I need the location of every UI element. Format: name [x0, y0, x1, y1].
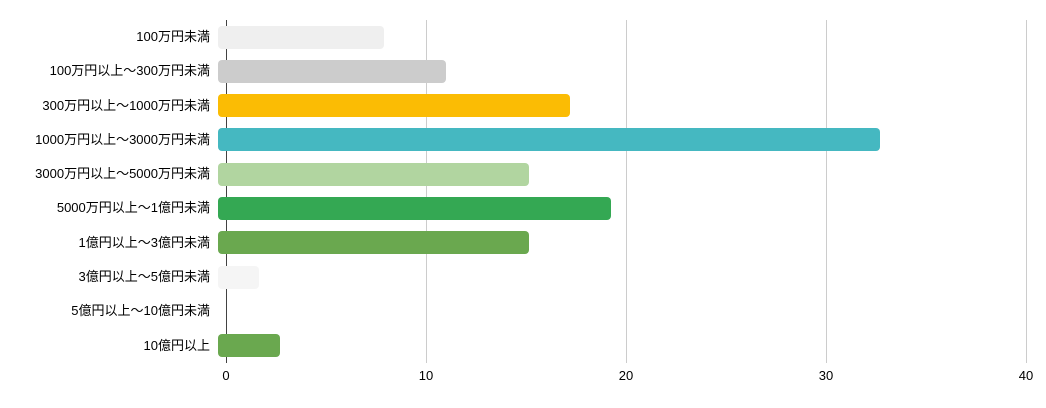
gridline: [826, 20, 827, 363]
bar-track: [218, 157, 1046, 191]
gridline: [426, 20, 427, 363]
bar-track: [218, 260, 1046, 294]
category-label: 100万円未満: [136, 29, 210, 44]
gridline: [626, 20, 627, 363]
category-label: 1億円以上～3億円未満: [78, 234, 210, 250]
bar: [218, 59, 446, 83]
category-label: 100万円以上～300万円未満: [49, 63, 210, 79]
chart-row: 5億円以上～10億円未満: [0, 294, 1046, 328]
bar: [218, 162, 529, 186]
bar-track: [218, 54, 1046, 88]
category-label: 10億円以上: [143, 337, 210, 353]
category-label: 5億円以上～10億円未満: [71, 303, 210, 319]
chart-rows: 100万円未満 100万円以上～300万円未満 300万円以上～1000万円未満 10…: [0, 20, 1046, 363]
category-label: 5000万円以上～1億円未満: [56, 200, 210, 216]
bar-track: [218, 329, 1046, 363]
category-label: 3000万円以上～5000万円未満: [35, 166, 210, 182]
bar: [218, 94, 570, 118]
chart-row: 100万円未満: [0, 20, 1046, 54]
category-label: 300万円以上～1000万円未満: [42, 97, 210, 113]
bar-track: [218, 20, 1046, 54]
category-label: 3億円以上～5億円未満: [78, 269, 210, 285]
gridlines-layer: [226, 20, 1027, 363]
x-axis: 0 10 20 30 40: [222, 368, 1033, 388]
bar: [218, 25, 384, 49]
bar: [218, 196, 612, 220]
chart-row: 1000万円以上～3000万円未満: [0, 123, 1046, 157]
chart-row: 10億円以上: [0, 329, 1046, 363]
y-axis-line: [226, 20, 227, 363]
bar: [218, 334, 281, 358]
bar: [218, 128, 881, 152]
gridline: [1026, 20, 1027, 363]
chart-row: 100万円以上～300万円未満: [0, 54, 1046, 88]
bar-track: [218, 89, 1046, 123]
bar-track: [218, 294, 1046, 328]
bar: [218, 265, 260, 289]
x-tick-label: 10: [418, 368, 434, 383]
bar-track: [218, 191, 1046, 225]
x-tick-label: 20: [618, 368, 634, 383]
x-tick-label: 40: [1018, 368, 1034, 383]
bar-track: [218, 226, 1046, 260]
bar-track: [218, 123, 1046, 157]
category-label: 1000万円以上～3000万円未満: [35, 131, 210, 147]
x-tick-label: 30: [818, 368, 834, 383]
chart-row: 1億円以上～3億円未満: [0, 226, 1046, 260]
x-tick-label: 0: [222, 368, 230, 383]
chart-row: 300万円以上～1000万円未満: [0, 89, 1046, 123]
chart-row: 3億円以上～5億円未満: [0, 260, 1046, 294]
chart-row: 5000万円以上～1億円未満: [0, 191, 1046, 225]
chart-row: 3000万円以上～5000万円未満: [0, 157, 1046, 191]
bar: [218, 231, 529, 255]
